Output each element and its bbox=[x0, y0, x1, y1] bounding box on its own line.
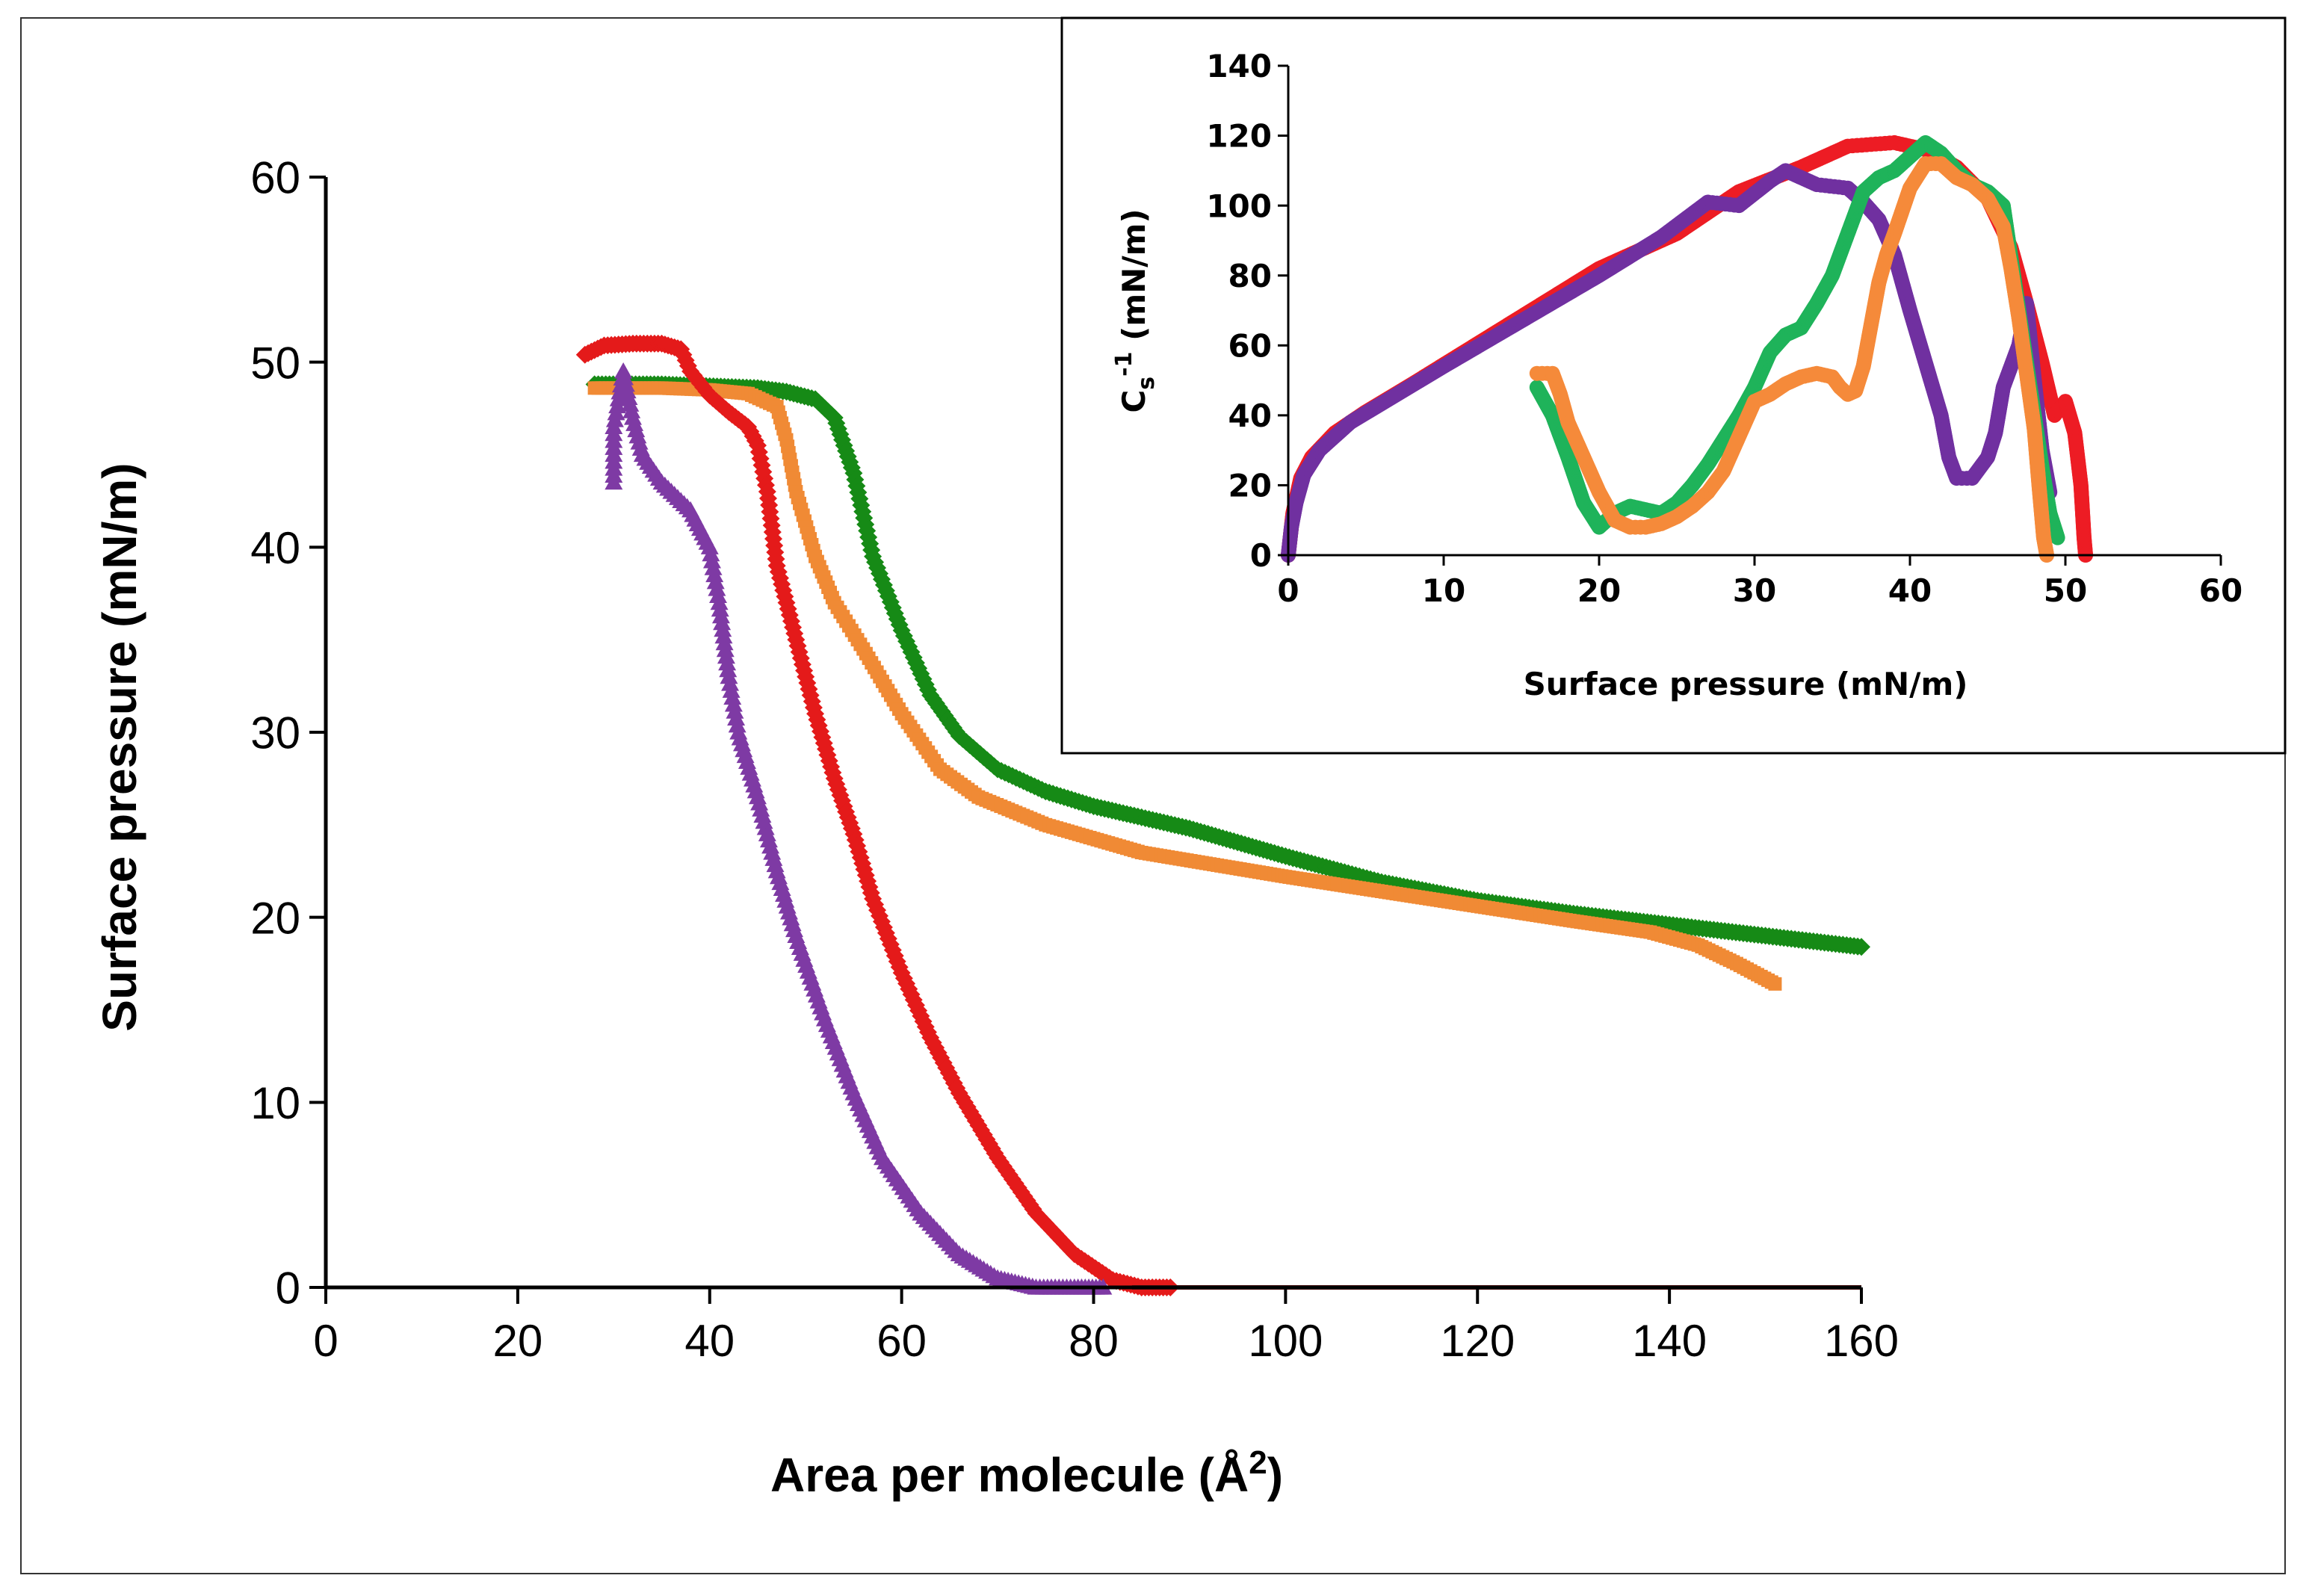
inset-y-tick-label: 100 bbox=[1206, 188, 1272, 224]
inset-chart: 0 10 20 30 40 50 60 0 20 40 60 80 100 120 140 Surface … bbox=[1060, 16, 2287, 755]
main-x-tick-label: 0 bbox=[313, 1316, 338, 1366]
main-point-purple bbox=[700, 538, 719, 554]
main-point-purple bbox=[718, 654, 737, 671]
main-point-purple bbox=[618, 382, 637, 399]
inset-point-green bbox=[2050, 530, 2065, 545]
main-y-tick-label: 40 bbox=[250, 523, 300, 573]
inset-y-tick-label: 20 bbox=[1228, 468, 1272, 504]
main-point-purple bbox=[621, 395, 640, 412]
inset-ticks-layer: 0 10 20 30 40 50 60 0 20 40 60 80 100 120 140 bbox=[1206, 48, 2242, 609]
main-x-tick-label: 160 bbox=[1824, 1316, 1899, 1366]
inset-y-axis-label: Cs-1 (mN/m) bbox=[1111, 208, 1160, 412]
main-point-purple bbox=[619, 389, 638, 406]
main-point-purple bbox=[710, 593, 729, 610]
main-point-purple bbox=[722, 681, 741, 698]
main-point-purple bbox=[724, 695, 743, 712]
main-point-purple bbox=[705, 566, 724, 583]
main-point-purple bbox=[616, 375, 635, 392]
main-x-tick-label: 120 bbox=[1440, 1316, 1515, 1366]
main-point-purple bbox=[614, 362, 633, 379]
main-point-purple bbox=[713, 613, 732, 631]
inset-x-axis-label: Surface pressure (mN/m) bbox=[1524, 666, 1968, 702]
main-point-orange bbox=[1768, 977, 1782, 991]
main-point-purple bbox=[720, 667, 738, 684]
main-point-purple bbox=[615, 368, 634, 386]
main-point-purple bbox=[726, 702, 744, 719]
main-point-purple bbox=[721, 674, 740, 691]
inset-x-tick-label: 40 bbox=[1888, 572, 1932, 609]
inset-x-tick-label: 30 bbox=[1733, 572, 1776, 609]
main-x-tick-label: 100 bbox=[1248, 1316, 1323, 1366]
main-point-purple bbox=[714, 627, 733, 644]
inset-y-tick-label: 40 bbox=[1228, 398, 1272, 434]
main-point-purple bbox=[702, 551, 721, 569]
main-point-purple bbox=[708, 580, 726, 596]
main-point-purple bbox=[714, 620, 732, 637]
main-y-tick-label: 60 bbox=[250, 153, 300, 203]
main-point-purple bbox=[706, 572, 725, 590]
inset-y-tick-label: 120 bbox=[1206, 118, 1272, 155]
inset-series-orange bbox=[1529, 156, 2055, 563]
main-y-tick-label: 10 bbox=[250, 1078, 300, 1128]
inset-y-tick-label: 0 bbox=[1250, 537, 1272, 574]
main-x-tick-label: 140 bbox=[1632, 1316, 1707, 1366]
inset-x-tick-label: 0 bbox=[1277, 572, 1299, 609]
main-x-tick-label: 20 bbox=[493, 1316, 543, 1366]
main-x-axis-label: Area per molecule (Å2) bbox=[770, 1444, 1283, 1502]
main-point-purple bbox=[716, 640, 735, 658]
main-y-tick-label: 0 bbox=[276, 1264, 300, 1314]
inset-x-tick-label: 20 bbox=[1577, 572, 1621, 609]
inset-x-tick-label: 10 bbox=[1422, 572, 1465, 609]
inset-y-tick-label: 80 bbox=[1228, 258, 1272, 294]
main-point-purple bbox=[723, 688, 742, 705]
main-y-tick-label: 30 bbox=[250, 708, 300, 758]
inset-y-tick-label: 140 bbox=[1206, 48, 1272, 84]
main-point-purple bbox=[717, 647, 735, 664]
main-point-green bbox=[1852, 938, 1870, 956]
main-point-purple bbox=[711, 607, 730, 624]
inset-series-layer bbox=[1281, 134, 2094, 563]
main-point-purple bbox=[727, 709, 746, 726]
main-point-purple bbox=[728, 716, 746, 733]
main-series-red bbox=[575, 334, 1180, 1296]
main-point-purple bbox=[622, 402, 641, 418]
main-y-tick-label: 20 bbox=[250, 893, 300, 943]
main-x-tick-label: 40 bbox=[684, 1316, 735, 1366]
inset-frame bbox=[1060, 16, 2287, 755]
main-x-tick-label: 60 bbox=[877, 1316, 927, 1366]
inset-y-tick-label: 60 bbox=[1228, 327, 1272, 364]
main-x-tick-label: 80 bbox=[1069, 1316, 1119, 1366]
main-point-purple bbox=[715, 634, 734, 651]
main-point-purple bbox=[711, 600, 729, 617]
main-point-purple bbox=[702, 545, 720, 562]
main-y-tick-label: 50 bbox=[250, 338, 300, 388]
main-point-purple bbox=[704, 559, 723, 575]
inset-x-tick-label: 50 bbox=[2044, 572, 2087, 609]
main-point-purple bbox=[708, 587, 727, 603]
inset-x-tick-label: 60 bbox=[2199, 572, 2242, 609]
main-y-axis-label: Surface pressure (mN/m) bbox=[93, 463, 146, 1031]
main-point-purple bbox=[719, 661, 738, 678]
